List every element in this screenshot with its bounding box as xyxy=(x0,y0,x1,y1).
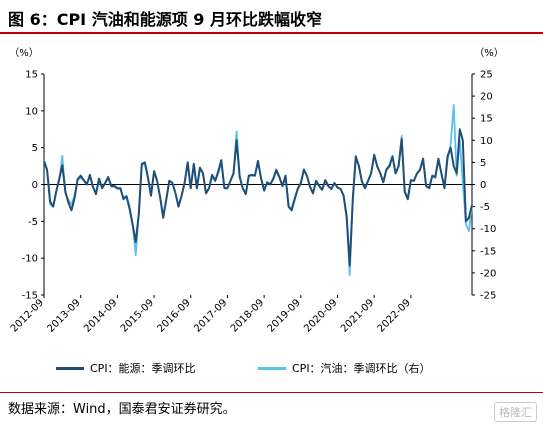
legend-label-gasoline: CPI：汽油：季调环比（右） xyxy=(292,362,431,375)
left-tick-label: 10 xyxy=(25,106,38,117)
right-tick-label: -5 xyxy=(480,202,490,213)
right-tick-label: -25 xyxy=(480,291,496,302)
left-tick: -10 xyxy=(22,254,44,265)
right-axis-ticks: 25 20 15 10 5 0 -5 -10 -15 -20 -25 xyxy=(472,70,496,302)
legend-label-energy: CPI：能源：季调环比 xyxy=(90,362,196,375)
x-tick-label: 2016-09 xyxy=(156,297,193,334)
x-tick-label: 2015-09 xyxy=(119,297,156,334)
x-tick: 2018-09 xyxy=(229,295,266,335)
x-tick-label: 2018-09 xyxy=(229,297,266,334)
watermark: 格隆汇 xyxy=(494,402,537,422)
right-tick: 15 xyxy=(472,114,493,125)
left-tick: 10 xyxy=(25,106,44,117)
right-tick-label: 5 xyxy=(480,158,486,169)
right-tick: -15 xyxy=(472,246,496,257)
legend-item-energy: CPI：能源：季调环比 xyxy=(56,360,196,376)
left-tick-label: 15 xyxy=(25,70,38,81)
x-tick-label: 2013-09 xyxy=(45,297,82,334)
x-tick: 2013-09 xyxy=(45,295,83,335)
right-tick-label: -10 xyxy=(480,224,496,235)
right-tick-label: -20 xyxy=(480,268,496,279)
left-tick: 15 xyxy=(25,70,44,81)
x-tick: 2016-09 xyxy=(156,295,193,335)
legend-swatch-gasoline xyxy=(258,366,286,370)
series-line-gasoline xyxy=(43,104,473,277)
left-tick: 0 xyxy=(32,180,44,191)
title-divider xyxy=(0,32,543,34)
x-tick: 2020-09 xyxy=(302,295,340,335)
legend-swatch-energy xyxy=(56,366,84,370)
right-tick: 10 xyxy=(472,136,493,147)
right-tick: 5 xyxy=(472,158,486,169)
right-tick-label: 10 xyxy=(480,136,493,147)
right-tick: 25 xyxy=(472,70,493,81)
right-tick: -5 xyxy=(472,202,490,213)
left-tick: 5 xyxy=(32,143,44,154)
x-tick-label: 2021-09 xyxy=(339,297,376,334)
right-tick: 20 xyxy=(472,92,493,103)
left-tick-label: -10 xyxy=(22,254,38,265)
right-tick-label: 25 xyxy=(480,70,493,81)
right-tick: -25 xyxy=(472,291,496,302)
x-tick: 2017-09 xyxy=(192,295,230,335)
right-tick-label: -15 xyxy=(480,246,496,257)
right-tick: -10 xyxy=(472,224,496,235)
x-tick: 2019-09 xyxy=(266,295,303,335)
x-tick: 2021-09 xyxy=(339,295,376,335)
axes xyxy=(43,74,473,295)
x-tick-label: 2019-09 xyxy=(266,297,303,334)
left-tick-label: -15 xyxy=(22,291,38,302)
x-tick: 2022-09 xyxy=(376,295,413,335)
figure-title: 图 6：CPI 汽油和能源项 9 月环比跌幅收窄 xyxy=(8,10,322,29)
x-tick: 2014-09 xyxy=(82,295,119,335)
x-tick-label: 2017-09 xyxy=(192,297,229,334)
chart: （%） （%） 15 10 5 0 -5 -10 -15 25 20 15 10 5 0 -5 -10 -1… xyxy=(9,47,504,335)
legend-item-gasoline: CPI：汽油：季调环比（右） xyxy=(258,360,431,376)
x-tick-label: 2022-09 xyxy=(376,297,413,334)
series-line-energy xyxy=(43,128,473,267)
left-tick: -5 xyxy=(28,217,44,228)
series-layer xyxy=(43,104,473,277)
x-axis-ticks: 2012-09 2013-09 2014-09 2015-09 2016-09 2017-… xyxy=(9,295,413,335)
left-tick-label: -5 xyxy=(28,217,38,228)
right-tick-label: 0 xyxy=(480,180,486,191)
left-tick-label: 0 xyxy=(32,180,38,191)
right-tick-label: 15 xyxy=(480,114,493,125)
right-tick-label: 20 xyxy=(480,92,493,103)
source-note: 数据来源：Wind，国泰君安证券研究。 xyxy=(8,402,236,417)
x-tick-label: 2014-09 xyxy=(82,297,119,334)
x-tick: 2015-09 xyxy=(119,295,156,335)
right-tick: 0 xyxy=(472,180,486,191)
x-tick-label: 2012-09 xyxy=(9,297,46,334)
left-tick-label: 5 xyxy=(32,143,38,154)
x-tick-label: 2020-09 xyxy=(302,297,339,334)
left-axis-ticks: 15 10 5 0 -5 -10 -15 xyxy=(22,70,44,302)
left-axis-unit: （%） xyxy=(9,47,39,59)
right-tick: -20 xyxy=(472,268,496,279)
right-axis-unit: （%） xyxy=(474,47,504,59)
source-divider xyxy=(0,392,543,393)
